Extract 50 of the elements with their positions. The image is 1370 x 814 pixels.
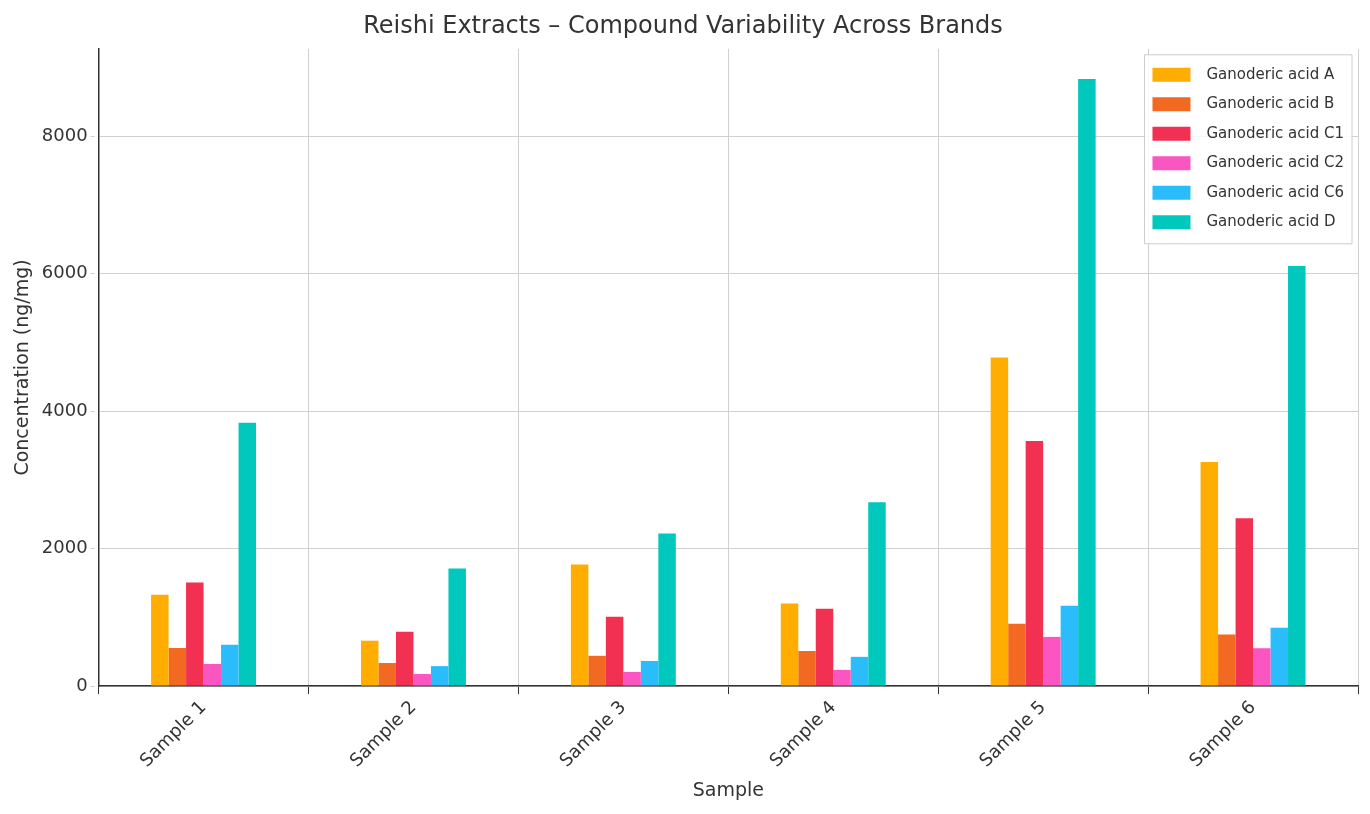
bar bbox=[1200, 461, 1219, 686]
legend-label: Ganoderic acid C2 bbox=[1206, 153, 1344, 172]
bar bbox=[570, 564, 589, 686]
bar bbox=[238, 422, 257, 686]
y-tick-label: 6000 bbox=[41, 261, 88, 283]
bar bbox=[1218, 634, 1236, 686]
bar bbox=[413, 674, 431, 686]
bar bbox=[168, 647, 187, 686]
legend-label: Ganoderic acid D bbox=[1206, 212, 1336, 231]
bar bbox=[360, 640, 379, 686]
bar bbox=[798, 651, 816, 686]
bar bbox=[1270, 627, 1289, 686]
legend-label: Ganoderic acid C6 bbox=[1206, 182, 1344, 201]
bar bbox=[1253, 648, 1271, 686]
bar bbox=[640, 660, 659, 686]
bar bbox=[658, 533, 676, 686]
x-axis-title: Sample bbox=[692, 777, 764, 800]
bar bbox=[1008, 623, 1026, 686]
bar bbox=[850, 656, 869, 686]
bar bbox=[186, 582, 204, 686]
bar bbox=[221, 644, 239, 686]
bar bbox=[623, 671, 641, 686]
chart-title: Reishi Extracts – Compound Variability Across Brands bbox=[363, 10, 1003, 39]
bar bbox=[1078, 79, 1096, 686]
bar bbox=[151, 594, 169, 686]
y-tick-label: 8000 bbox=[41, 123, 88, 145]
legend-label: Ganoderic acid C1 bbox=[1206, 123, 1344, 142]
bar bbox=[990, 357, 1009, 686]
legend-label: Ganoderic acid A bbox=[1206, 64, 1335, 83]
bar bbox=[868, 502, 886, 686]
bar bbox=[1235, 518, 1254, 686]
bar bbox=[833, 669, 851, 686]
bar bbox=[430, 666, 449, 686]
bar bbox=[815, 608, 834, 686]
y-tick-label: 4000 bbox=[41, 398, 88, 420]
bar bbox=[448, 568, 466, 686]
bar bbox=[395, 631, 414, 686]
bar bbox=[203, 664, 222, 686]
bar bbox=[1043, 636, 1061, 686]
y-axis-title: Concentration (ng/mg) bbox=[10, 259, 33, 476]
legend-label: Ganoderic acid B bbox=[1206, 94, 1335, 113]
bar bbox=[588, 655, 606, 686]
bar bbox=[1060, 605, 1079, 686]
y-tick-label: 2000 bbox=[41, 536, 88, 558]
bar bbox=[1288, 266, 1306, 686]
bar bbox=[780, 603, 799, 686]
bar bbox=[1025, 440, 1044, 686]
y-tick-label: 0 bbox=[76, 673, 88, 695]
bar bbox=[378, 663, 396, 686]
bar bbox=[605, 616, 624, 686]
